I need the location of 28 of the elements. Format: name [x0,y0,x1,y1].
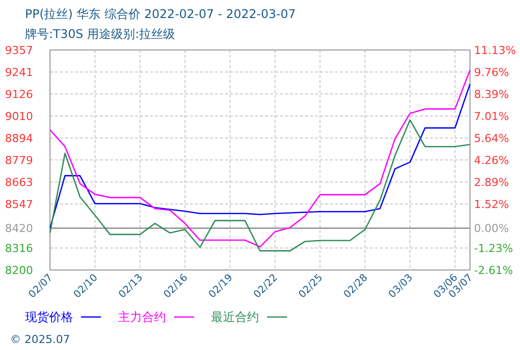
y-tick-label: 9241 [5,66,33,80]
legend-label: 主力合约 [118,310,166,324]
y2-tick-label: 2.89% [474,176,509,189]
legend-label: 现货价格 [25,310,73,324]
y2-tick-label: 0.00% [474,222,509,236]
y-tick-label: 8894 [5,132,33,146]
y-tick-label: 8420 [5,222,33,236]
y-tick-label: 9126 [5,88,33,101]
legend-label: 最近合约 [211,310,259,324]
y2-tick-label: 9.76% [474,66,509,79]
y-tick-label: 8547 [5,198,33,212]
y2-tick-label: 7.01% [474,110,509,123]
y-tick-label: 8779 [5,154,33,167]
y2-tick-label: 1.52% [474,198,509,211]
chart-title: PP(拉丝) 华东 综合价 2022-02-07 - 2022-03-07 [25,7,296,21]
y-tick-label: 9010 [5,110,33,123]
y-tick-label: 9357 [5,44,33,57]
y2-tick-label: -2.61% [474,264,513,277]
y2-tick-label: 8.39% [474,88,509,101]
y2-tick-label: -1.23% [474,242,513,255]
y2-tick-label: 4.26% [474,154,509,167]
y2-tick-label: 11.13% [474,44,516,57]
y-tick-label: 8663 [5,176,33,189]
chart-subtitle: 牌号:T30S 用途级别:拉丝级 [25,27,176,41]
y-tick-label: 8200 [5,264,33,277]
y-tick-label: 8316 [5,242,33,255]
y2-tick-label: 5.64% [474,132,509,145]
text: © 2025.07 [10,333,70,346]
